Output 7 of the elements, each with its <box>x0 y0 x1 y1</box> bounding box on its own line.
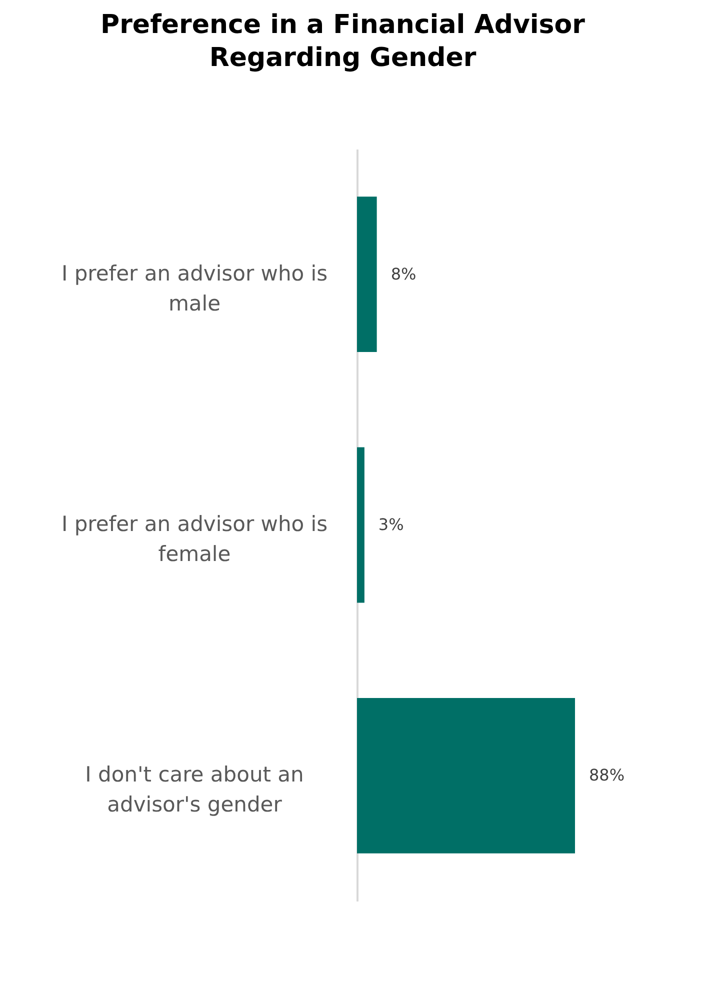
data-label: 8% <box>390 264 416 284</box>
y-tick-label: I prefer an advisor who is male <box>61 261 328 316</box>
y-tick-label: I don't care about an advisor's gender <box>85 762 304 817</box>
data-label: 88% <box>589 766 625 785</box>
chart-title: Preference in a Financial Advisor Regarding Gender <box>100 10 586 73</box>
data-label: 3% <box>378 515 404 534</box>
y-tick-label: I prefer an advisor who is female <box>61 512 328 566</box>
